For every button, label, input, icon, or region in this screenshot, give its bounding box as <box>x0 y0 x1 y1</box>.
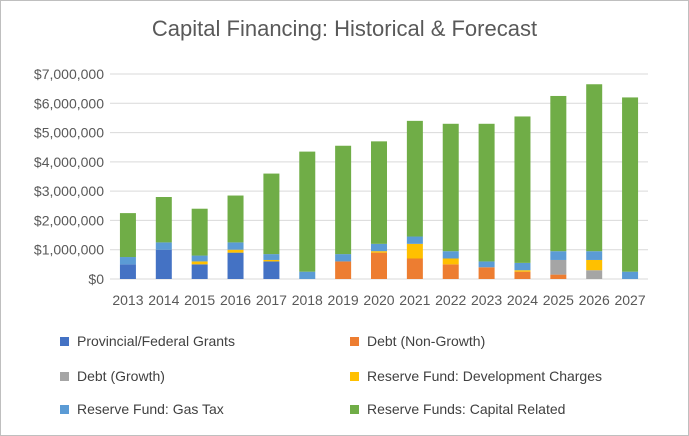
legend-swatch <box>350 336 359 346</box>
bar-segment <box>586 259 603 271</box>
bar-segment <box>191 261 208 265</box>
bar-segment <box>227 242 244 250</box>
x-tick-label: 2019 <box>328 292 359 308</box>
legend-swatch <box>60 404 69 414</box>
bar-segment <box>371 252 387 279</box>
x-tick-label: 2022 <box>435 292 466 308</box>
bar-segment <box>299 151 316 272</box>
bar-segment <box>119 264 136 279</box>
bar-segment <box>227 252 244 279</box>
bar-segment <box>191 208 208 256</box>
x-tick-label: 2016 <box>220 292 251 308</box>
bar-segment <box>263 173 280 255</box>
legend-label: Reserve Funds: Capital Related <box>367 401 566 417</box>
bar-segment <box>155 249 172 279</box>
y-tick-label: $1,000,000 <box>34 242 104 258</box>
bar-segment <box>155 197 172 243</box>
legend-label: Reserve Fund: Development Charges <box>367 368 603 384</box>
legend-item: Debt (Growth) <box>60 368 165 384</box>
bar-segment <box>478 123 495 262</box>
bar-segment <box>191 264 208 279</box>
y-tick-label: $3,000,000 <box>34 183 104 199</box>
legend-label: Reserve Fund: Gas Tax <box>77 401 224 417</box>
bar-segment <box>550 274 567 279</box>
bar-segment <box>263 261 280 279</box>
bar-segment <box>514 116 531 263</box>
y-tick-label: $5,000,000 <box>34 125 104 141</box>
bar-segment <box>622 97 639 272</box>
bar-segment <box>119 257 136 265</box>
bar-segment <box>586 270 603 279</box>
y-tick-label: $7,000,000 <box>34 66 104 82</box>
bar-segment <box>442 258 459 265</box>
x-tick-label: 2018 <box>292 292 323 308</box>
legend-label: Debt (Non-Growth) <box>367 333 486 349</box>
bar-segment <box>550 259 567 275</box>
bar-segment <box>155 242 172 250</box>
y-tick-label: $0 <box>88 271 104 287</box>
bar-segment <box>478 261 495 268</box>
legend-item: Reserve Fund: Development Charges <box>350 368 602 384</box>
x-tick-label: 2026 <box>579 292 610 308</box>
bar-segment <box>119 213 136 258</box>
y-tick-label: $6,000,000 <box>34 95 104 111</box>
bar-segment <box>191 255 208 262</box>
bar-segment <box>550 95 567 252</box>
bar-segment <box>442 251 459 259</box>
x-tick-label: 2017 <box>256 292 287 308</box>
legend-label: Debt (Growth) <box>77 368 165 384</box>
legend-swatch <box>350 371 359 381</box>
bar-segment <box>263 259 280 262</box>
bar-segment <box>622 271 639 279</box>
bar-segment <box>478 267 495 279</box>
legend-label: Provincial/Federal Grants <box>77 333 235 349</box>
y-tick-label: $4,000,000 <box>34 154 104 170</box>
x-tick-label: 2021 <box>399 292 430 308</box>
bar-segment <box>442 264 459 279</box>
x-tick-label: 2023 <box>471 292 502 308</box>
bar-segment <box>514 271 531 279</box>
bar-segment <box>406 258 423 279</box>
legend-item: Reserve Fund: Gas Tax <box>60 401 224 417</box>
bar-segment <box>335 261 352 279</box>
x-tick-label: 2025 <box>543 292 574 308</box>
bar-segment <box>335 145 352 255</box>
bar-segment <box>406 236 423 244</box>
x-tick-label: 2015 <box>184 292 215 308</box>
legend-swatch <box>350 404 359 414</box>
bar-segment <box>371 243 387 252</box>
bar-segment <box>406 243 423 259</box>
legend-item: Provincial/Federal Grants <box>60 333 235 349</box>
bar-segment <box>371 141 387 244</box>
x-tick-label: 2013 <box>112 292 143 308</box>
legend-swatch <box>60 371 69 381</box>
bar-segment <box>263 254 280 260</box>
bar-segment <box>299 271 316 279</box>
x-tick-label: 2020 <box>363 292 394 308</box>
bar-segment <box>550 251 567 260</box>
chart-title: Capital Financing: Historical & Forecast <box>151 16 538 41</box>
bar-segment <box>442 123 459 252</box>
bar-segment <box>371 251 387 253</box>
bar-segment <box>227 195 244 243</box>
x-tick-label: 2027 <box>614 292 645 308</box>
x-tick-label: 2024 <box>507 292 538 308</box>
bar-segment <box>514 262 531 271</box>
bar-segment <box>335 254 352 262</box>
legend-item: Reserve Funds: Capital Related <box>350 401 565 417</box>
bar-segment <box>586 251 603 260</box>
bar-segment <box>586 84 603 252</box>
legend-swatch <box>60 336 69 346</box>
bar-segment <box>406 120 423 237</box>
x-tick-label: 2014 <box>148 292 179 308</box>
y-tick-label: $2,000,000 <box>34 212 104 228</box>
bar-segment <box>514 270 531 272</box>
bar-segment <box>227 249 244 253</box>
legend-item: Debt (Non-Growth) <box>350 333 485 349</box>
